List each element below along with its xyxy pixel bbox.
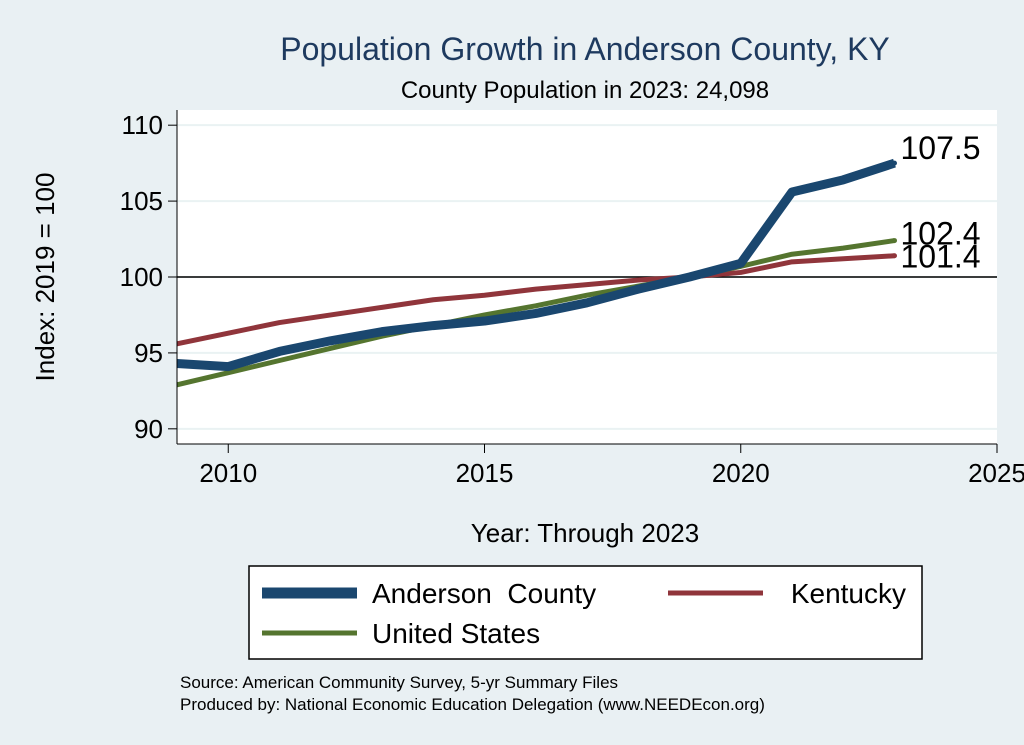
x-axis-ticks: 2010 2015 2020 2025	[199, 444, 1024, 488]
end-value-label: 101.4	[901, 239, 981, 275]
end-marker	[892, 160, 897, 166]
y-tick-label: 105	[120, 186, 163, 216]
x-tick-label: 2010	[199, 458, 257, 488]
y-axis-title: Index: 2019 = 100	[30, 173, 60, 382]
x-tick-label: 2015	[456, 458, 514, 488]
series-lines	[176, 158, 896, 388]
legend-box	[248, 565, 923, 660]
series-line-kentucky	[176, 253, 895, 347]
x-axis-title: Year: Through 2023	[471, 518, 699, 548]
end-marker	[892, 253, 897, 259]
series-line-anderson-county	[176, 158, 896, 372]
end-value-label: 107.5	[901, 130, 981, 166]
chart-title: Population Growth in Anderson County, KY	[280, 31, 890, 67]
end-value-label: 102.4	[901, 216, 981, 252]
legend: Anderson County Kentucky United States	[248, 565, 923, 660]
legend-label: Kentucky	[791, 578, 906, 609]
producer-note: Produced by: National Economic Education…	[180, 695, 765, 714]
end-marker	[892, 238, 897, 244]
source-note: Source: American Community Survey, 5-yr …	[180, 673, 618, 692]
series-line-united-states	[176, 238, 895, 388]
legend-label: Anderson County	[372, 578, 596, 609]
x-tick-label: 2025	[968, 458, 1024, 488]
y-tick-label: 90	[134, 414, 163, 444]
y-axis-ticks: 90 95 100 105 110	[120, 110, 177, 444]
y-tick-label: 110	[122, 110, 163, 140]
legend-label: United States	[372, 618, 540, 649]
chart-subtitle: County Population in 2023: 24,098	[401, 77, 769, 104]
y-tick-label: 95	[134, 338, 163, 368]
y-tick-label: 100	[120, 262, 163, 292]
x-tick-label: 2020	[712, 458, 770, 488]
